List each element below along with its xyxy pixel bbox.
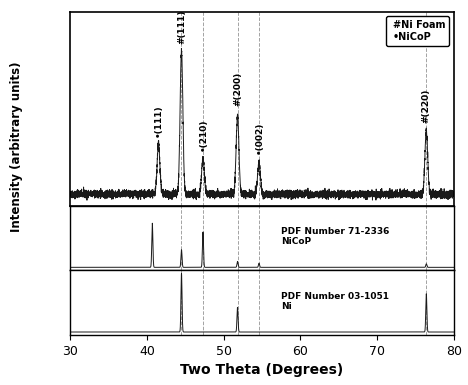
Text: #(111): #(111) <box>177 10 186 44</box>
Legend: #Ni Foam, •NiCoP: #Ni Foam, •NiCoP <box>386 17 449 46</box>
X-axis label: Two Theta (Degrees): Two Theta (Degrees) <box>181 363 344 377</box>
Text: •(002): •(002) <box>255 122 263 154</box>
Text: Intensity (arbitrary units): Intensity (arbitrary units) <box>10 61 23 231</box>
Text: PDF Number 03-1051
Ni: PDF Number 03-1051 Ni <box>281 292 389 311</box>
Text: #(220): #(220) <box>422 89 431 123</box>
Text: #(200): #(200) <box>233 72 242 106</box>
Text: PDF Number 71-2336
NiCoP: PDF Number 71-2336 NiCoP <box>281 227 390 246</box>
Text: •(111): •(111) <box>154 104 163 137</box>
Text: •(210): •(210) <box>198 119 207 151</box>
